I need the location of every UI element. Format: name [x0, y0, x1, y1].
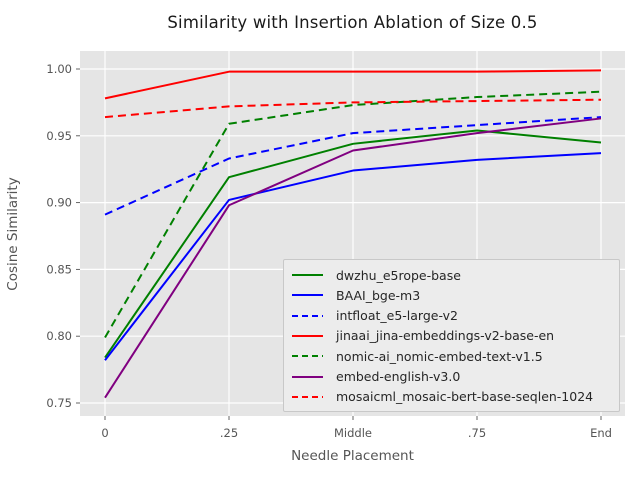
legend-label: BAAI_bge-m3	[336, 287, 421, 303]
y-tick-label: 0.85	[46, 262, 72, 276]
x-tick-label: .75	[468, 426, 486, 440]
legend-line-sample	[292, 395, 323, 398]
series-line-dwzhu_e5rope-base	[104, 129, 602, 359]
legend-line-sample	[292, 294, 323, 297]
series-line-embed-english-v3.0	[104, 117, 602, 399]
legend-line-sample	[292, 375, 323, 378]
legend-label: nomic-ai_nomic-embed-text-v1.5	[336, 348, 543, 364]
series-line-mosaicml_mosaic-bert-base-seqlen-1024	[104, 98, 602, 119]
legend-item: dwzhu_e5rope-base	[292, 265, 619, 285]
series-line-jinaai_jina-embeddings-v2-base-en	[104, 69, 602, 100]
legend-item: BAAI_bge-m3	[292, 285, 619, 305]
y-tick-label: 0.75	[46, 396, 72, 410]
legend-item: jinaai_jina-embeddings-v2-base-en	[292, 326, 619, 346]
y-axis-label: Cosine Similarity	[5, 177, 21, 291]
series-line-intfloat_e5-large-v2	[104, 116, 602, 216]
series-line-nomic-ai_nomic-embed-text-v1.5	[104, 90, 602, 339]
legend-label: mosaicml_mosaic-bert-base-seqlen-1024	[336, 389, 594, 405]
legend-label: intfloat_e5-large-v2	[336, 308, 458, 324]
x-tick-label: 0	[101, 426, 108, 440]
legend-line-sample	[292, 314, 323, 317]
legend-label: dwzhu_e5rope-base	[336, 267, 461, 283]
legend-line-sample	[292, 274, 323, 276]
x-tick-label: End	[590, 426, 612, 440]
y-tick-label: 0.90	[46, 196, 72, 210]
legend-item: embed-english-v3.0	[292, 367, 619, 387]
legend-item: intfloat_e5-large-v2	[292, 306, 619, 326]
chart-title: Similarity with Insertion Ablation of Si…	[167, 13, 538, 32]
legend: dwzhu_e5rope-base BAAI_bge-m3 intfloat_e5-…	[283, 259, 620, 412]
legend-line-sample	[292, 355, 323, 358]
legend-label: embed-english-v3.0	[336, 369, 461, 385]
legend-item: mosaicml_mosaic-bert-base-seqlen-1024	[292, 387, 619, 407]
legend-item: nomic-ai_nomic-embed-text-v1.5	[292, 346, 619, 366]
y-tick-label: 0.80	[46, 329, 72, 343]
x-tick-label: .25	[220, 426, 238, 440]
y-tick-label: 1.00	[46, 62, 72, 76]
series-line-BAAI_bge-m3	[104, 152, 602, 361]
x-tick-label: Middle	[334, 426, 372, 440]
legend-label: jinaai_jina-embeddings-v2-base-en	[336, 328, 555, 344]
y-tick-label: 0.95	[46, 129, 72, 143]
x-axis-label: Needle Placement	[291, 448, 414, 464]
legend-line-sample	[292, 334, 323, 337]
